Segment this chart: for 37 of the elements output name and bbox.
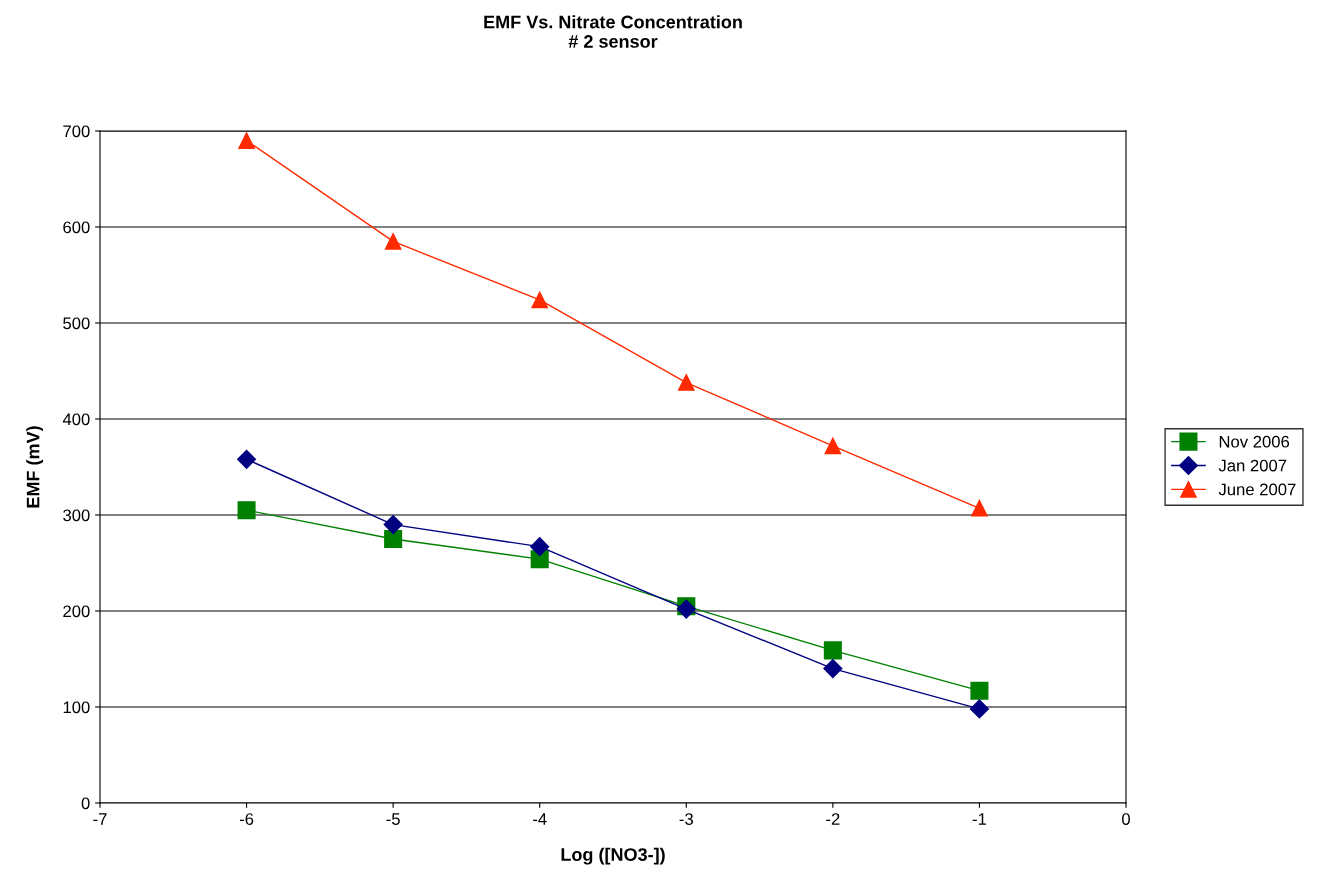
point [237,449,257,469]
y-tick-label: 0 [81,797,90,810]
y-tick-label: 600 [63,221,90,234]
y-tick-label: 500 [63,317,90,330]
legend-label: Nov 2006 [1219,435,1290,448]
point [384,233,402,250]
point [971,499,988,517]
point [384,529,403,549]
x-tick-label: 0 [1122,813,1130,825]
point [969,699,989,719]
y-tick-label: 700 [63,125,90,138]
y-axis-title: EMF (mV) [26,426,44,508]
y-tick-label: 200 [63,605,90,618]
x-axis-title: Log ([NO3-]) [561,847,665,865]
legend-label: Jan 2007 [1218,459,1287,472]
point [970,681,989,700]
point [531,291,549,309]
x-tick-label: -7 [93,813,107,825]
point [823,659,843,679]
point [824,437,842,455]
chart-title: EMF Vs. Nitrate Concentration # 2 sensor [484,15,742,48]
y-tick-label: 400 [62,413,90,426]
point [237,501,256,520]
x-tick-label: -3 [679,813,693,825]
x-tick-label: -6 [239,813,254,825]
y-tick-label: 100 [63,701,90,714]
y-tick-label: 300 [63,509,90,522]
x-tick-label: -1 [972,813,987,825]
x-tick-label: -2 [826,813,840,825]
point [238,132,255,149]
point [677,374,695,391]
x-tick-label: -4 [533,813,547,825]
x-tick-label: -5 [386,813,400,825]
point [530,537,550,557]
point [383,515,403,535]
legend-label: June 2007 [1218,483,1296,496]
point [823,641,842,660]
